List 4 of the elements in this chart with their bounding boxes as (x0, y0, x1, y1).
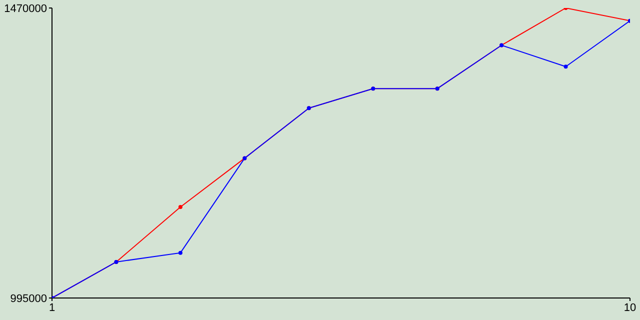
y-tick-label: 995000 (10, 292, 47, 305)
x-tick-label: 10 (624, 302, 636, 314)
y-tick-label: 1470000 (4, 2, 47, 15)
x-tick-label: 1 (48, 302, 56, 314)
